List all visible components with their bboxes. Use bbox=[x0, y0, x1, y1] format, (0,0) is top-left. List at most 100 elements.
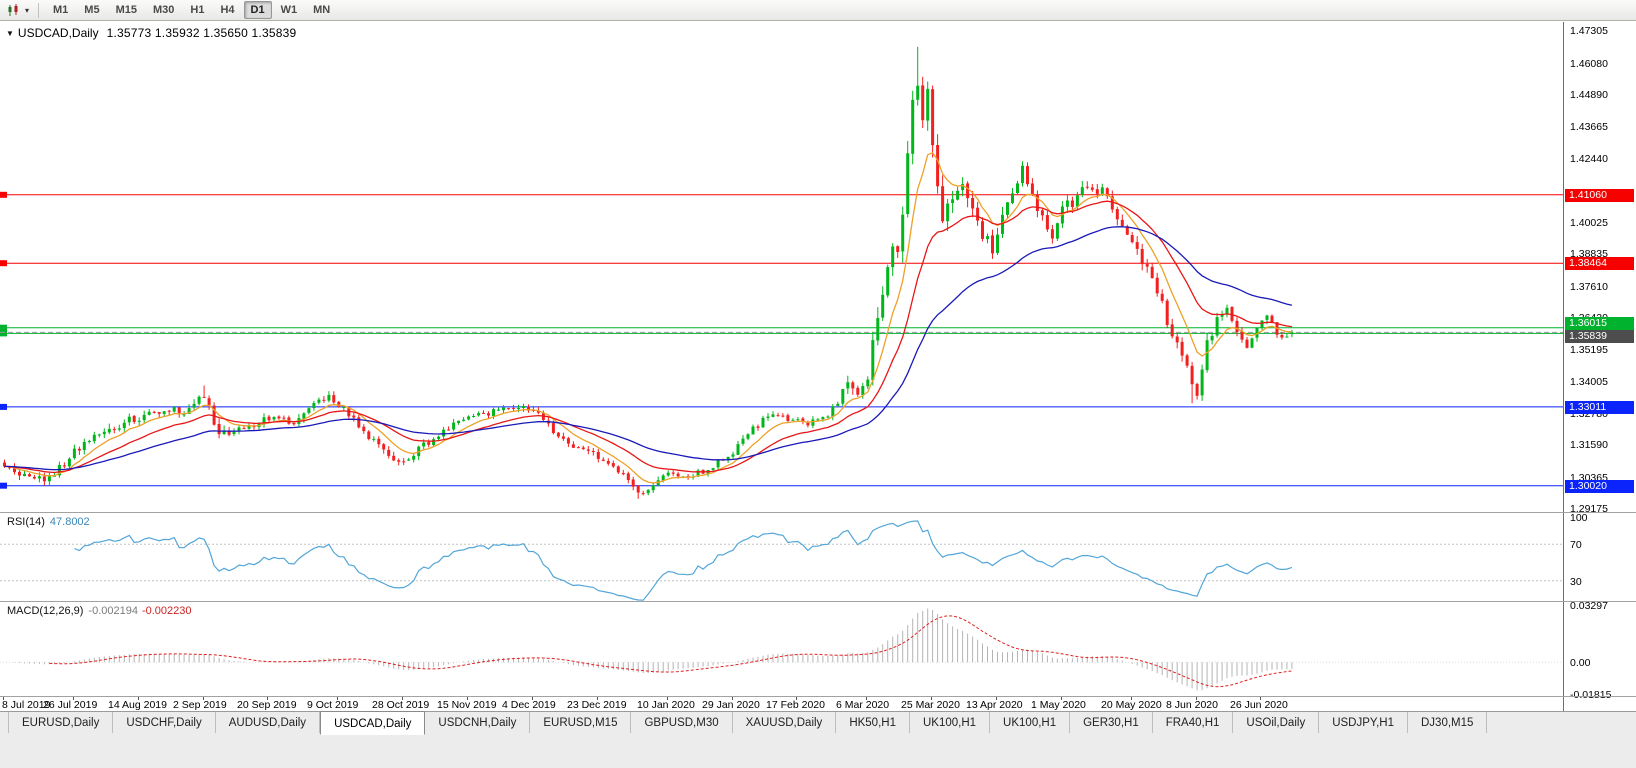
chart-tab[interactable]: HK50,H1 bbox=[836, 712, 910, 733]
date-axis-tick bbox=[1260, 697, 1261, 700]
chart-tab[interactable]: XAUUSD,Daily bbox=[732, 712, 837, 733]
date-label: 15 Nov 2019 bbox=[437, 699, 497, 711]
chart-tab[interactable]: UK100,H1 bbox=[990, 712, 1071, 733]
chart-tab-active[interactable]: USDCAD,Daily bbox=[320, 711, 426, 735]
chart-tab[interactable]: FRA40,H1 bbox=[1152, 712, 1234, 733]
price-scale-tick: 1.31590 bbox=[1570, 439, 1608, 451]
rsi-title: RSI(14) bbox=[7, 516, 45, 528]
bid-price-label: 1.35839 bbox=[1565, 330, 1634, 343]
date-label: 28 Oct 2019 bbox=[372, 699, 430, 711]
date-label: 10 Jan 2020 bbox=[637, 699, 695, 711]
date-label: 23 Dec 2019 bbox=[567, 699, 627, 711]
date-axis-tick bbox=[1061, 697, 1062, 700]
price-scale-tick: 1.47305 bbox=[1570, 25, 1608, 37]
macd-scale-label: -0.01815 bbox=[1570, 689, 1612, 701]
date-axis[interactable]: 8 Jul 2019 26 Jul 2019 14 Aug 2019 2 Sep 20… bbox=[0, 697, 1563, 711]
price-scale-tick: 1.46080 bbox=[1570, 58, 1608, 70]
date-label: 8 Jul 2019 bbox=[2, 699, 51, 711]
date-label: 20 May 2020 bbox=[1101, 699, 1162, 711]
date-axis-tick bbox=[1196, 697, 1197, 700]
symbol-dropdown-icon[interactable]: ▼ bbox=[6, 29, 14, 38]
date-label: 14 Aug 2019 bbox=[108, 699, 167, 711]
moving-average-line bbox=[4, 151, 1292, 484]
rsi-label: RSI(14) 47.8002 bbox=[7, 516, 90, 528]
date-axis-tick bbox=[138, 697, 139, 700]
chart-tab[interactable]: UK100,H1 bbox=[909, 712, 991, 733]
level-price-label: 1.30020 bbox=[1565, 480, 1634, 493]
macd-title: MACD(12,26,9) bbox=[7, 605, 84, 617]
candlestick-chart-icon[interactable] bbox=[5, 3, 24, 18]
period-button-mn[interactable]: MN bbox=[313, 4, 331, 16]
price-scale-tick: 1.37610 bbox=[1570, 281, 1608, 293]
period-button-h4[interactable]: H4 bbox=[220, 4, 235, 16]
chart-tab[interactable]: GBPUSD,M30 bbox=[631, 712, 733, 733]
date-label: 1 May 2020 bbox=[1031, 699, 1086, 711]
date-label: 8 Jun 2020 bbox=[1166, 699, 1218, 711]
chart-tab-bar: EURUSD,Daily USDCHF,Daily AUDUSD,Daily USDC… bbox=[0, 711, 1636, 768]
period-buttons-group: M1 M5 M15 M30 H1 H4 D1 W1 MN bbox=[45, 1, 338, 19]
period-button-d1[interactable]: D1 bbox=[243, 1, 272, 19]
level-line-marker bbox=[0, 482, 7, 489]
rsi-scale-label: 100 bbox=[1570, 512, 1588, 524]
period-button-h1[interactable]: H1 bbox=[190, 4, 205, 16]
date-label: 4 Dec 2019 bbox=[502, 699, 556, 711]
level-line-marker bbox=[0, 330, 7, 337]
price-scale-tick: 1.34005 bbox=[1570, 376, 1608, 388]
date-label: 25 Mar 2020 bbox=[901, 699, 960, 711]
chart-tab[interactable]: GER30,H1 bbox=[1070, 712, 1153, 733]
period-button-m30[interactable]: M30 bbox=[152, 4, 175, 16]
panel-separator[interactable] bbox=[0, 512, 1636, 513]
price-scale-tick: 1.44890 bbox=[1570, 89, 1608, 101]
level-price-label: 1.36015 bbox=[1565, 317, 1634, 330]
date-axis-tick bbox=[337, 697, 338, 700]
chart-tab[interactable]: USDJPY,H1 bbox=[1319, 712, 1408, 733]
date-label: 6 Mar 2020 bbox=[836, 699, 890, 711]
date-label: 13 Apr 2020 bbox=[966, 699, 1023, 711]
date-axis-tick bbox=[532, 697, 533, 700]
price-chart[interactable] bbox=[0, 22, 1563, 512]
chart-tab[interactable]: DJ30,M15 bbox=[1408, 712, 1488, 733]
chart-tab[interactable]: AUDUSD,Daily bbox=[215, 712, 321, 733]
date-label: 9 Oct 2019 bbox=[307, 699, 359, 711]
period-button-m15[interactable]: M15 bbox=[115, 4, 137, 16]
chart-tab[interactable]: EURUSD,M15 bbox=[530, 712, 632, 733]
price-scale-tick: 1.35195 bbox=[1570, 344, 1608, 356]
macd-indicator-panel[interactable] bbox=[0, 602, 1563, 696]
chart-tab[interactable]: USOil,Daily bbox=[1233, 712, 1320, 733]
rsi-value: 47.8002 bbox=[49, 516, 90, 528]
macd-label: MACD(12,26,9) -0.002194 -0.002230 bbox=[7, 605, 192, 617]
date-axis-tick bbox=[866, 697, 867, 700]
period-button-m5[interactable]: M5 bbox=[84, 4, 100, 16]
date-axis-tick bbox=[931, 697, 932, 700]
date-axis-tick bbox=[796, 697, 797, 700]
rsi-line bbox=[74, 520, 1293, 601]
date-axis-tick bbox=[467, 697, 468, 700]
macd-scale-label: 0.00 bbox=[1570, 657, 1591, 669]
date-axis-tick bbox=[73, 697, 74, 700]
rsi-scale-label: 30 bbox=[1570, 576, 1582, 588]
chart-symbol-label: USDCAD,Daily bbox=[17, 26, 99, 40]
macd-scale-label: 0.03297 bbox=[1570, 600, 1608, 612]
period-button-m1[interactable]: M1 bbox=[53, 4, 69, 16]
moving-average-line bbox=[4, 200, 1292, 474]
date-axis-tick bbox=[1131, 697, 1132, 700]
chart-tab-row: EURUSD,Daily USDCHF,Daily AUDUSD,Daily USDC… bbox=[0, 711, 1636, 736]
chart-tab[interactable]: USDCHF,Daily bbox=[113, 712, 216, 733]
panel-separator[interactable] bbox=[0, 696, 1636, 697]
panel-separator[interactable] bbox=[0, 601, 1636, 602]
level-line-marker bbox=[0, 403, 7, 410]
chart-tab[interactable]: USDCNH,Daily bbox=[425, 712, 531, 733]
date-axis-tick bbox=[597, 697, 598, 700]
price-scale[interactable]: 1.47305 1.46080 1.44890 1.43665 1.42440 1.400… bbox=[1563, 22, 1636, 711]
rsi-indicator-panel[interactable] bbox=[0, 513, 1563, 601]
chart-type-dropdown-icon[interactable]: ▾ bbox=[25, 5, 30, 15]
period-button-w1[interactable]: W1 bbox=[280, 4, 298, 16]
macd-main-value: -0.002194 bbox=[88, 605, 138, 617]
rsi-scale-label: 70 bbox=[1570, 539, 1582, 551]
price-scale-tick: 1.43665 bbox=[1570, 121, 1608, 133]
date-label: 26 Jul 2019 bbox=[43, 699, 98, 711]
date-axis-tick bbox=[996, 697, 997, 700]
date-label: 17 Feb 2020 bbox=[766, 699, 825, 711]
chart-tab[interactable]: EURUSD,Daily bbox=[8, 712, 114, 733]
